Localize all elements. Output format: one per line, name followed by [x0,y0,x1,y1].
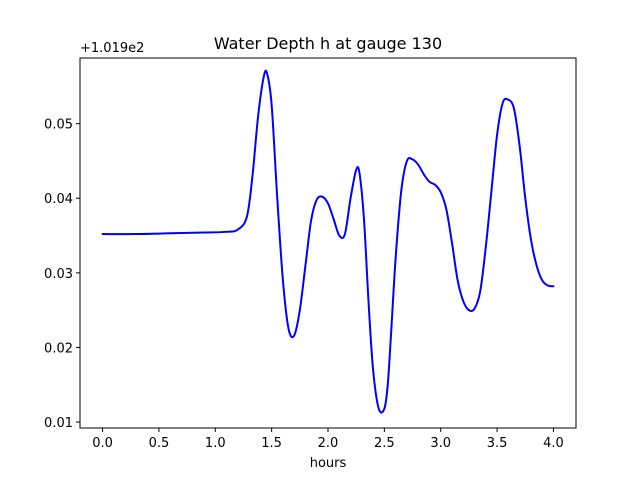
x-tick-label: 2.5 [374,436,395,451]
y-tick-label: 0.03 [44,267,73,282]
x-tick-label: 0.0 [92,436,113,451]
x-axis-ticks: 0.0 0.5 1.0 1.5 2.0 2.5 3.0 3.5 4.0 [92,428,564,451]
chart-title: Water Depth h at gauge 130 [214,34,442,53]
x-axis-label: hours [310,456,347,471]
series-line [101,69,555,414]
x-tick-label: 1.0 [205,436,226,451]
x-tick-label: 1.5 [261,436,282,451]
plot-frame [79,57,577,429]
y-offset-label: +1.019e2 [80,41,144,56]
x-tick-label: 0.5 [149,436,170,451]
x-tick-label: 3.5 [487,436,508,451]
x-tick-label: 2.0 [318,436,339,451]
x-tick-label: 4.0 [543,436,564,451]
y-tick-label: 0.02 [44,341,73,356]
y-tick-label: 0.05 [44,118,73,133]
y-axis-ticks: 0.01 0.02 0.03 0.04 0.05 [44,118,80,431]
y-tick-label: 0.04 [44,192,73,207]
x-tick-label: 3.0 [430,436,451,451]
y-tick-label: 0.01 [44,416,73,431]
series-group [101,69,555,414]
